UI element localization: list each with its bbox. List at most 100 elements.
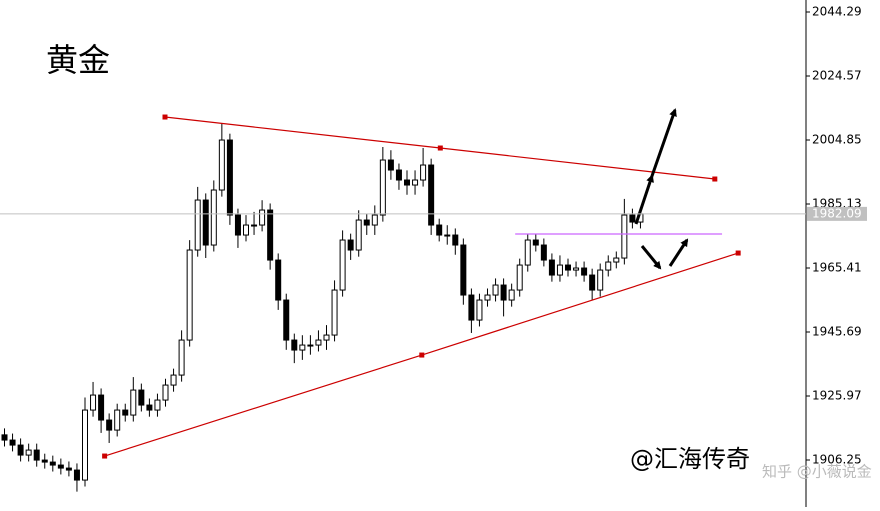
candle-body (387, 159, 394, 171)
candle-body (460, 244, 467, 296)
candle-body (613, 257, 620, 263)
candle-body (323, 334, 330, 341)
candle-body (251, 224, 258, 227)
candle-body (548, 259, 555, 276)
candle-body (49, 461, 56, 466)
candle-body (234, 214, 241, 236)
candle-body (428, 164, 435, 226)
candle-body (476, 299, 483, 321)
arrow (640, 245, 662, 270)
y-tick-label: 1906.25 (812, 453, 862, 467)
candle-body (275, 259, 282, 301)
candle-body (130, 389, 137, 416)
candle-body (331, 289, 338, 336)
candle-body (218, 139, 225, 191)
candle-body (371, 214, 378, 226)
candle-body (468, 294, 475, 321)
candle-body (65, 467, 72, 471)
candle-body (492, 284, 499, 296)
plot-area (1, 114, 741, 492)
candle-body (355, 219, 362, 251)
last-price-label: 1982.09 (812, 206, 862, 220)
candle-body (73, 469, 80, 481)
candle-body (243, 224, 249, 236)
candle-body (363, 219, 370, 226)
candle-body (524, 239, 531, 266)
candle-body (82, 409, 88, 481)
candle-body (106, 419, 113, 431)
trend-anchor (437, 145, 443, 151)
candle-body (41, 459, 48, 463)
y-tick-label: 2004.85 (812, 133, 862, 147)
candle-body (178, 339, 185, 376)
y-tick-label: 2044.29 (812, 5, 862, 19)
candle-body (57, 464, 64, 469)
candle-body (404, 179, 410, 186)
candle-body (315, 339, 322, 346)
candle-body (283, 299, 290, 341)
candle-body (484, 294, 491, 301)
arrow (668, 238, 689, 267)
y-tick-label: 1925.97 (812, 389, 862, 403)
candle-body (540, 244, 547, 261)
trend-anchor (419, 352, 425, 358)
candle-body (33, 449, 40, 461)
y-tick-label: 2024.57 (812, 69, 862, 83)
candle-body (154, 399, 161, 411)
candle-body (500, 284, 507, 301)
candle-body (267, 209, 274, 261)
trend-anchor (735, 250, 741, 256)
chart-title: 黄金 (46, 41, 110, 79)
candle-body (589, 274, 596, 291)
arrow (650, 108, 677, 177)
candle-body (629, 214, 636, 223)
candle-body (186, 249, 193, 341)
last-price-box (807, 206, 867, 221)
trend-anchor (102, 453, 108, 459)
candle-body (508, 289, 515, 301)
candle-body (347, 239, 354, 251)
candle-body (194, 199, 201, 251)
candle-body (379, 159, 386, 216)
candle-body (436, 224, 443, 236)
candle-body (444, 234, 451, 237)
candle-body (605, 261, 612, 271)
candle-body (597, 269, 604, 291)
candle-body (226, 139, 233, 216)
credit: 知乎 @小薇说金 (762, 463, 872, 481)
candle-body (291, 339, 298, 351)
candle-body (621, 214, 628, 259)
candle-body (122, 409, 129, 416)
candle-body (420, 164, 427, 181)
candle-body (452, 234, 459, 246)
candle-body (412, 179, 419, 186)
candle-body (556, 264, 563, 276)
candle-body (202, 199, 209, 246)
candle-body (146, 404, 153, 411)
watermark: @汇海传奇 (630, 445, 750, 473)
candle-body (307, 344, 314, 347)
candle-body (138, 389, 145, 406)
candle-body (98, 394, 105, 421)
candle-body (114, 409, 121, 431)
arrows (634, 108, 689, 270)
candle-body (532, 239, 539, 246)
candle-body (170, 374, 177, 386)
candle-body (299, 344, 306, 351)
candle-body (17, 444, 24, 456)
candle-body (210, 189, 217, 246)
candle-body (581, 267, 588, 276)
candle-body (1, 434, 8, 441)
y-tick-label: 1945.69 (812, 325, 862, 339)
candle-body (395, 169, 402, 181)
candle-body (25, 449, 32, 456)
trend-anchor (162, 114, 168, 120)
y-tick-label: 1965.41 (812, 261, 862, 275)
candle-body (573, 267, 580, 271)
candle-body (90, 394, 97, 411)
candle-body (565, 264, 571, 271)
candle-body (516, 264, 523, 291)
arrow (634, 174, 654, 225)
